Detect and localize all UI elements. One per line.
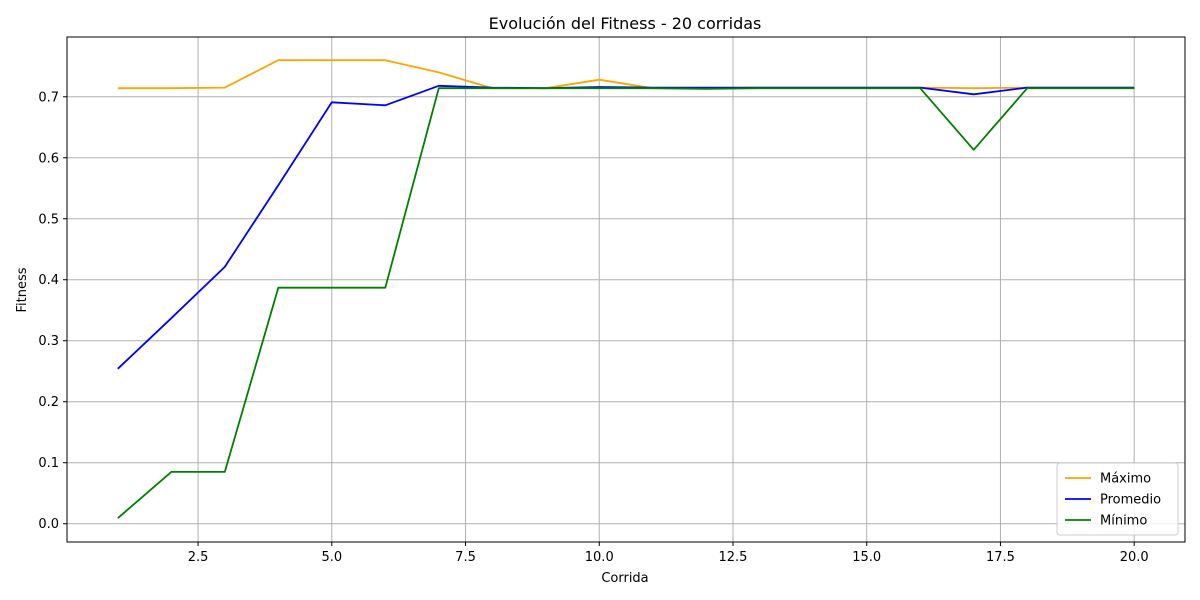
legend-label: Mínimo	[1100, 514, 1147, 529]
legend-label: Promedio	[1100, 493, 1161, 508]
x-tick-label: 15.0	[852, 550, 881, 565]
chart-title: Evolución del Fitness - 20 corridas	[489, 14, 762, 33]
x-tick-label: 5.0	[321, 550, 342, 565]
grid-layer	[67, 37, 1185, 542]
legend-label: Máximo	[1100, 472, 1151, 487]
series-line-0	[117, 59, 1135, 90]
x-tick-label: 7.5	[455, 550, 476, 565]
x-tick-label: 17.5	[986, 550, 1015, 565]
y-tick-label: 0.5	[38, 212, 59, 227]
plot-frame	[66, 36, 1186, 543]
series-layer	[117, 59, 1135, 519]
y-tick-label: 0.6	[38, 151, 59, 166]
y-axis-label: Fitness	[15, 267, 30, 312]
series-line-2	[117, 87, 1135, 519]
y-tick-label: 0.3	[38, 334, 59, 349]
x-tick-label: 12.5	[719, 550, 748, 565]
x-tick-label: 20.0	[1120, 550, 1149, 565]
y-tick-label: 0.7	[38, 90, 59, 105]
y-tick-label: 0.2	[38, 395, 59, 410]
y-tick-label: 0.4	[38, 273, 59, 288]
series-line-1	[117, 84, 1135, 370]
x-tick-label: 10.0	[585, 550, 614, 565]
y-tick-label: 0.1	[38, 456, 59, 471]
legend: Máximo Promedio Mínimo	[1056, 462, 1179, 536]
x-tick-label: 2.5	[188, 550, 209, 565]
y-tick-label: 0.0	[38, 517, 59, 532]
legend-box	[1056, 462, 1179, 536]
x-axis-label: Corrida	[601, 571, 648, 586]
ticks-layer: 2.5 5.0 7.5 10.0 12.5 15.0 17.5 20.0 0.0 0.1 0.2 0.…	[38, 90, 1148, 565]
